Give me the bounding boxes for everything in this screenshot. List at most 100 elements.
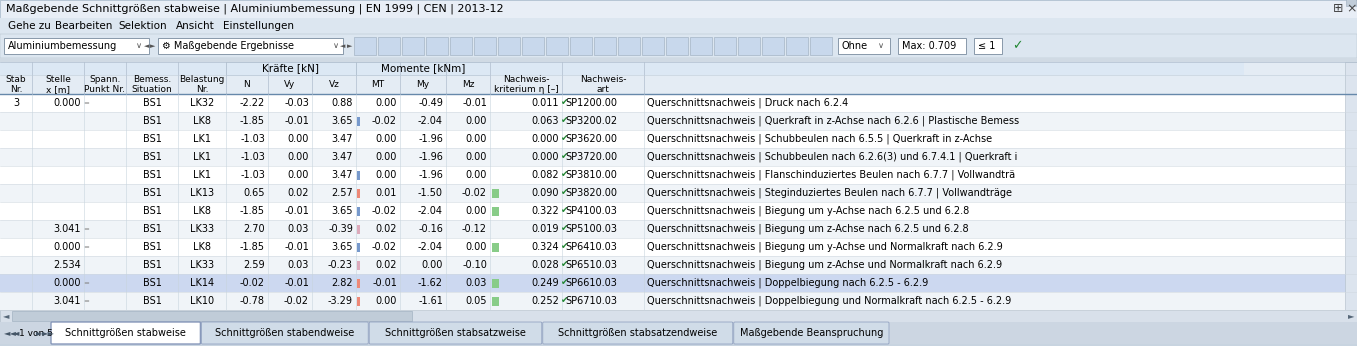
Text: ✔: ✔	[560, 171, 569, 180]
Bar	[0, 34, 1357, 58]
Text: Schnittgrößen stabsatzendweise: Schnittgrößen stabsatzendweise	[558, 328, 718, 338]
Bar	[451, 37, 472, 55]
Text: SP3810.00: SP3810.00	[565, 170, 617, 180]
Text: ✔: ✔	[560, 189, 569, 198]
Text: -0.16: -0.16	[418, 224, 442, 234]
Bar	[493, 207, 499, 216]
Text: -1.61: -1.61	[418, 296, 442, 306]
Text: 0.00: 0.00	[465, 116, 487, 126]
Text: 0.000: 0.000	[532, 152, 559, 162]
Text: -0.10: -0.10	[463, 260, 487, 270]
Text: -2.04: -2.04	[418, 242, 442, 252]
Text: Mz: Mz	[461, 80, 474, 89]
Text: 0.03: 0.03	[288, 224, 309, 234]
Text: -0.12: -0.12	[461, 224, 487, 234]
Text: 0.00: 0.00	[376, 98, 398, 108]
Bar	[0, 256, 1357, 274]
Text: LK10: LK10	[190, 296, 214, 306]
Text: Aluminiumbemessung: Aluminiumbemessung	[8, 41, 117, 51]
Text: 0.082: 0.082	[532, 170, 559, 180]
Text: 0.000: 0.000	[53, 278, 81, 288]
FancyBboxPatch shape	[734, 322, 889, 344]
Bar	[0, 112, 1357, 130]
Bar	[810, 37, 832, 55]
Text: Querschnittsnachweis | Biegung um y-Achse und Normalkraft nach 6.2.9: Querschnittsnachweis | Biegung um y-Achs…	[647, 242, 1003, 252]
Text: -2.22: -2.22	[240, 98, 265, 108]
Text: 0.02: 0.02	[376, 260, 398, 270]
Bar	[357, 171, 360, 180]
Text: SP3200.02: SP3200.02	[565, 116, 617, 126]
Text: Stelle
x [m]: Stelle x [m]	[45, 75, 71, 94]
Text: 0.00: 0.00	[465, 170, 487, 180]
Text: 0.00: 0.00	[376, 170, 398, 180]
Text: ✔: ✔	[560, 297, 569, 306]
Text: Querschnittsnachweis | Biegung um z-Achse nach 6.2.5 und 6.2.8: Querschnittsnachweis | Biegung um z-Achs…	[647, 224, 969, 234]
Text: BS1: BS1	[142, 224, 161, 234]
Text: SP6710.03: SP6710.03	[565, 296, 617, 306]
Bar	[714, 37, 735, 55]
Bar	[0, 130, 1357, 148]
Text: Querschnittsnachweis | Querkraft in z-Achse nach 6.2.6 | Plastische Bemess: Querschnittsnachweis | Querkraft in z-Ac…	[647, 116, 1019, 126]
Text: ✔: ✔	[560, 243, 569, 252]
Text: Ohne: Ohne	[841, 41, 868, 51]
Text: Nachweis-
art: Nachweis- art	[579, 75, 626, 94]
Bar	[562, 62, 645, 75]
Bar	[493, 189, 499, 198]
Text: 2.82: 2.82	[331, 278, 353, 288]
Text: 1 von 5: 1 von 5	[19, 328, 53, 337]
Text: -1.85: -1.85	[240, 242, 265, 252]
Bar	[0, 274, 1357, 292]
Text: ≤ 1: ≤ 1	[978, 41, 996, 51]
Text: =: =	[83, 280, 88, 286]
Text: 0.65: 0.65	[243, 188, 265, 198]
Text: ◄◄: ◄◄	[4, 328, 18, 337]
Text: 0.00: 0.00	[465, 134, 487, 144]
Bar	[738, 37, 760, 55]
Text: 0.000: 0.000	[532, 134, 559, 144]
Text: SP3720.00: SP3720.00	[565, 152, 617, 162]
Text: -0.01: -0.01	[284, 116, 309, 126]
Text: 0.000: 0.000	[53, 242, 81, 252]
Text: 3.65: 3.65	[331, 206, 353, 216]
FancyBboxPatch shape	[543, 322, 733, 344]
Bar	[493, 243, 499, 252]
Text: -1.03: -1.03	[240, 170, 265, 180]
Text: -1.85: -1.85	[240, 206, 265, 216]
Text: 0.00: 0.00	[288, 170, 309, 180]
Text: ∨: ∨	[136, 42, 142, 51]
Text: -1.03: -1.03	[240, 152, 265, 162]
Text: -1.96: -1.96	[418, 170, 442, 180]
Text: ✓: ✓	[1012, 39, 1023, 53]
Text: Schnittgrößen stabendweise: Schnittgrößen stabendweise	[216, 328, 354, 338]
Bar	[0, 166, 1357, 184]
Bar	[354, 37, 376, 55]
Text: ►: ►	[151, 43, 155, 49]
Text: 2.57: 2.57	[331, 188, 353, 198]
Text: BS1: BS1	[142, 170, 161, 180]
Bar	[763, 37, 784, 55]
Text: 0.00: 0.00	[376, 134, 398, 144]
Text: -1.03: -1.03	[240, 134, 265, 144]
Text: 0.02: 0.02	[288, 188, 309, 198]
Bar	[357, 279, 360, 288]
Bar	[493, 297, 499, 306]
Text: BS1: BS1	[142, 242, 161, 252]
Text: ✔: ✔	[560, 135, 569, 144]
Text: 3.47: 3.47	[331, 170, 353, 180]
Text: Spann.
Punkt Nr.: Spann. Punkt Nr.	[84, 75, 125, 94]
Text: 0.02: 0.02	[376, 224, 398, 234]
Text: -2.04: -2.04	[418, 206, 442, 216]
Text: Bemess.
Situation: Bemess. Situation	[132, 75, 172, 94]
Text: Maßgebende Beanspruchung: Maßgebende Beanspruchung	[740, 328, 883, 338]
Text: Querschnittsnachweis | Doppelbiegung und Normalkraft nach 6.2.5 - 6.2.9: Querschnittsnachweis | Doppelbiegung und…	[647, 296, 1011, 306]
Text: -0.39: -0.39	[328, 224, 353, 234]
Text: ►: ►	[1348, 311, 1354, 320]
Text: 0.00: 0.00	[465, 206, 487, 216]
Text: -0.01: -0.01	[284, 242, 309, 252]
Text: 3.041: 3.041	[53, 224, 81, 234]
Text: 3.47: 3.47	[331, 134, 353, 144]
Text: ✔: ✔	[560, 225, 569, 234]
Text: Querschnittsnachweis | Biegung um y-Achse nach 6.2.5 und 6.2.8: Querschnittsnachweis | Biegung um y-Achs…	[647, 206, 969, 216]
Text: ◄: ◄	[341, 43, 346, 49]
Bar	[0, 310, 1357, 322]
